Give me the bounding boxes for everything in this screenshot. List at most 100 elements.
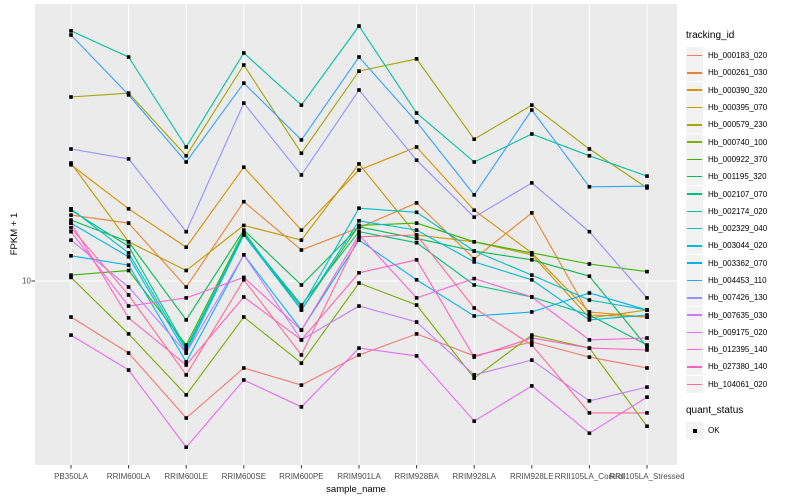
data-point <box>472 137 476 141</box>
data-point <box>299 305 304 309</box>
legend-item-Hb_002174_020: Hb_002174_020 <box>686 202 800 220</box>
data-point <box>645 296 649 300</box>
data-point <box>645 313 649 317</box>
data-point <box>242 378 246 382</box>
data-point <box>587 291 592 295</box>
legend-line-swatch-icon <box>687 279 702 282</box>
data-point <box>645 345 649 349</box>
series-points-Hb_104061_020 <box>69 225 649 415</box>
legend: tracking_id Hb_000183_020 Hb_000261_030 Hb… <box>686 0 800 440</box>
data-point <box>472 314 476 318</box>
data-point <box>472 260 476 264</box>
data-point <box>587 154 592 158</box>
data-point <box>184 145 188 149</box>
data-point <box>299 338 304 342</box>
data-point <box>587 262 592 266</box>
data-point <box>126 157 131 161</box>
data-point <box>530 278 534 282</box>
data-point <box>242 81 246 85</box>
data-point <box>414 201 419 205</box>
legend-key <box>686 81 703 99</box>
plot-panel <box>35 4 677 465</box>
data-point <box>126 293 131 297</box>
data-point <box>530 181 534 185</box>
series-points-Hb_004453_110 <box>69 33 649 197</box>
data-point <box>184 296 188 300</box>
data-point <box>184 445 188 449</box>
data-point <box>126 244 131 249</box>
data-point <box>530 251 534 255</box>
data-point <box>414 145 419 149</box>
data-point <box>357 219 361 223</box>
data-point <box>126 93 131 97</box>
legend-key <box>686 272 703 289</box>
legend-key <box>686 237 703 255</box>
legend-label: Hb_012395_140 <box>708 345 768 355</box>
data-point <box>184 229 188 234</box>
data-point <box>472 355 476 359</box>
data-point <box>587 346 592 350</box>
legend-key <box>686 358 703 376</box>
legend-key <box>686 375 703 393</box>
legend-item-Hb_003362_070: Hb_003362_070 <box>686 254 800 272</box>
data-point <box>357 168 361 172</box>
data-point <box>69 213 73 217</box>
data-point <box>69 218 73 222</box>
data-point <box>530 340 534 344</box>
data-point <box>587 310 592 314</box>
data-point <box>587 431 592 435</box>
data-point <box>645 395 649 399</box>
legend-item-Hb_012395_140: Hb_012395_140 <box>686 341 800 359</box>
legend-item-Hb_002107_070: Hb_002107_070 <box>686 185 800 203</box>
legend-key <box>686 323 703 341</box>
series-points-Hb_009175_020 <box>69 333 649 449</box>
data-point <box>472 283 476 287</box>
legend-item-Hb_002329_040: Hb_002329_040 <box>686 220 800 238</box>
legend-label: Hb_000261_030 <box>708 68 768 78</box>
data-point <box>69 229 73 234</box>
data-point <box>414 158 419 162</box>
data-point <box>126 332 131 336</box>
data-point <box>357 69 361 73</box>
data-point <box>414 57 419 61</box>
data-point <box>414 221 419 225</box>
data-point <box>587 318 592 322</box>
data-point <box>472 376 476 380</box>
x-tick-label: PB350LA <box>54 472 88 481</box>
legend-key-quant-ok <box>686 422 703 440</box>
data-point <box>357 304 361 308</box>
legend-label: Hb_004453_110 <box>708 276 767 285</box>
legend-item-Hb_027380_140: Hb_027380_140 <box>686 358 800 376</box>
data-point <box>184 393 188 397</box>
data-point <box>126 268 131 273</box>
data-point <box>184 346 188 350</box>
data-point <box>357 88 361 92</box>
legend-item-Hb_000395_070: Hb_000395_070 <box>686 99 800 117</box>
data-point <box>587 399 592 403</box>
data-point <box>299 238 304 242</box>
data-point <box>242 315 246 319</box>
legend-line-swatch-icon <box>687 314 702 316</box>
data-point <box>414 320 419 324</box>
series-points-Hb_002174_020 <box>69 24 649 178</box>
data-point <box>472 215 476 219</box>
data-point <box>69 275 73 280</box>
data-point <box>357 234 361 239</box>
legend-item-Hb_104061_020: Hb_104061_020 <box>686 375 800 393</box>
legend-key <box>686 168 703 186</box>
legend-key <box>686 254 703 272</box>
x-tick-label: RRIM928LE <box>510 472 554 481</box>
legend-key <box>686 306 703 324</box>
data-point <box>184 360 188 364</box>
data-point <box>357 229 361 234</box>
data-point <box>530 333 534 337</box>
data-point <box>242 228 246 232</box>
x-tick-label: RRIM928LA <box>452 472 496 481</box>
data-point <box>414 296 419 300</box>
legend-key <box>686 47 703 65</box>
series-points-Hb_007635_030 <box>69 238 649 403</box>
data-point <box>414 120 419 124</box>
x-tick-labels: PB350LA RRIM600LA RRIM600LE RRIM600SE RRIM60… <box>54 472 684 481</box>
legend-label: Hb_002174_020 <box>708 206 768 216</box>
